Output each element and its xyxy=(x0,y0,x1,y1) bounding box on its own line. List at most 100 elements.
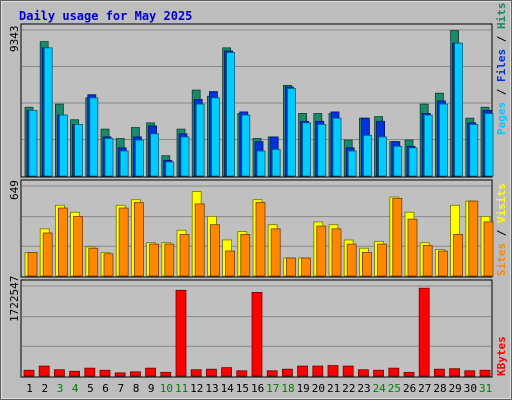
bar-sites-day-12 xyxy=(194,203,205,277)
bar-pages-day-22 xyxy=(347,150,357,177)
bar-pages-day-11 xyxy=(180,136,190,177)
x-tick-label-day-2: 2 xyxy=(41,382,48,395)
bar-sites-day-16 xyxy=(255,202,266,277)
chart-title: Daily usage for May 2025 xyxy=(19,9,192,23)
bar-pages-day-2 xyxy=(43,47,53,177)
bar-marks xyxy=(23,30,494,377)
bar-pages-day-26 xyxy=(408,147,418,177)
bar-pages-day-13 xyxy=(210,97,220,177)
bar-pages-day-28 xyxy=(438,103,448,177)
bar-kbytes-day-29 xyxy=(449,368,461,377)
bar-sites-day-5 xyxy=(88,247,99,277)
bar-sites-day-14 xyxy=(225,250,236,277)
x-tick-label-day-1: 1 xyxy=(26,382,33,395)
bar-sites-day-29 xyxy=(453,233,464,277)
legend-sep-3: / xyxy=(495,223,508,243)
legend-visits-panel: Sites / Visits xyxy=(495,183,508,276)
bar-kbytes-day-16 xyxy=(251,292,263,377)
x-axis-labels: 1 2 3 4 5 6 7 8 9 10 11 12 13 14 15 16 17 18 19 20 21 22 23 24 2… xyxy=(26,382,492,395)
x-tick-label-day-28: 28 xyxy=(433,382,446,395)
bar-kbytes-day-5 xyxy=(84,367,96,377)
legend-hits: Hits xyxy=(495,3,508,30)
bar-sites-day-1 xyxy=(27,252,38,277)
bar-pages-day-31 xyxy=(484,113,494,177)
x-tick-label-day-14: 14 xyxy=(221,382,235,395)
bar-sites-day-19 xyxy=(301,257,312,277)
bar-kbytes-day-25 xyxy=(388,367,400,377)
x-tick-label-day-27: 27 xyxy=(418,382,431,395)
bar-pages-day-8 xyxy=(134,139,144,177)
bar-sites-day-18 xyxy=(285,257,296,277)
bar-sites-day-3 xyxy=(58,207,68,277)
x-tick-label-day-31: 31 xyxy=(479,382,492,395)
x-tick-label-day-4: 4 xyxy=(72,382,79,395)
bar-pages-day-10 xyxy=(165,161,175,177)
bar-kbytes-day-19 xyxy=(297,365,309,377)
bar-pages-day-30 xyxy=(469,124,479,177)
bar-pages-day-21 xyxy=(332,117,342,177)
bar-sites-day-30 xyxy=(468,200,479,277)
bar-kbytes-day-26 xyxy=(403,371,415,377)
bar-pages-day-7 xyxy=(119,150,129,177)
bar-sites-day-27 xyxy=(422,245,433,277)
x-tick-label-day-17: 17 xyxy=(266,382,279,395)
bar-sites-day-31 xyxy=(483,221,494,277)
bar-sites-day-9 xyxy=(149,243,160,277)
bar-kbytes-day-18 xyxy=(281,368,293,377)
bar-sites-day-13 xyxy=(209,224,220,277)
bar-pages-day-19 xyxy=(302,122,312,177)
bar-kbytes-day-27 xyxy=(418,287,430,377)
bar-kbytes-day-3 xyxy=(54,369,65,377)
legend-visits: Visits xyxy=(495,183,508,223)
bar-kbytes-day-10 xyxy=(160,371,172,377)
legend-files: Files xyxy=(495,49,508,82)
bar-pages-day-29 xyxy=(454,42,464,177)
x-tick-label-day-5: 5 xyxy=(87,382,94,395)
bar-kbytes-day-9 xyxy=(145,367,157,377)
x-tick-label-day-25: 25 xyxy=(388,382,401,395)
bar-sites-day-25 xyxy=(392,197,403,277)
bar-pages-day-16 xyxy=(256,150,266,177)
bar-sites-day-24 xyxy=(377,243,388,277)
legend-kbytes: KBytes xyxy=(495,336,508,376)
bar-pages-day-25 xyxy=(393,145,403,177)
bar-kbytes-day-30 xyxy=(464,370,476,377)
y-max-label-hits: 9343 xyxy=(8,26,21,53)
bar-kbytes-day-7 xyxy=(114,372,126,377)
y-max-label-visits: 649 xyxy=(8,180,21,200)
bar-pages-day-14 xyxy=(226,52,236,177)
bar-kbytes-day-15 xyxy=(236,370,248,377)
bar-sites-day-10 xyxy=(164,243,175,277)
x-tick-label-day-10: 10 xyxy=(160,382,173,395)
bar-sites-day-11 xyxy=(179,233,190,277)
x-tick-label-day-21: 21 xyxy=(327,382,340,395)
bar-kbytes-day-17 xyxy=(266,370,278,377)
bar-kbytes-day-21 xyxy=(327,365,339,377)
bar-kbytes-day-12 xyxy=(190,369,202,377)
x-tick-label-day-6: 6 xyxy=(102,382,109,395)
y-max-label-kbytes: 1722547 xyxy=(8,276,21,322)
bar-pages-day-1 xyxy=(28,109,38,177)
bar-kbytes-day-23 xyxy=(357,369,369,377)
bar-pages-day-15 xyxy=(241,114,251,177)
bar-sites-day-22 xyxy=(346,243,357,277)
x-tick-label-day-19: 19 xyxy=(297,382,310,395)
x-tick-label-day-23: 23 xyxy=(357,382,370,395)
bar-pages-day-17 xyxy=(271,149,281,177)
bar-pages-day-4 xyxy=(74,124,83,177)
legend-sep-1: / xyxy=(495,82,508,102)
bar-sites-day-15 xyxy=(240,233,251,277)
x-tick-label-day-30: 30 xyxy=(464,382,477,395)
bar-sites-day-21 xyxy=(331,228,342,277)
bar-kbytes-day-4 xyxy=(69,370,80,377)
bar-kbytes-day-22 xyxy=(342,365,354,377)
bar-pages-day-23 xyxy=(362,134,372,177)
x-tick-label-day-8: 8 xyxy=(133,382,140,395)
bar-kbytes-day-8 xyxy=(129,371,141,377)
bar-sites-day-26 xyxy=(407,218,418,277)
x-tick-label-day-7: 7 xyxy=(117,382,124,395)
bar-sites-day-4 xyxy=(73,215,83,277)
bar-sites-day-17 xyxy=(270,228,281,277)
bar-kbytes-day-31 xyxy=(479,369,491,377)
bar-pages-day-18 xyxy=(286,88,296,177)
